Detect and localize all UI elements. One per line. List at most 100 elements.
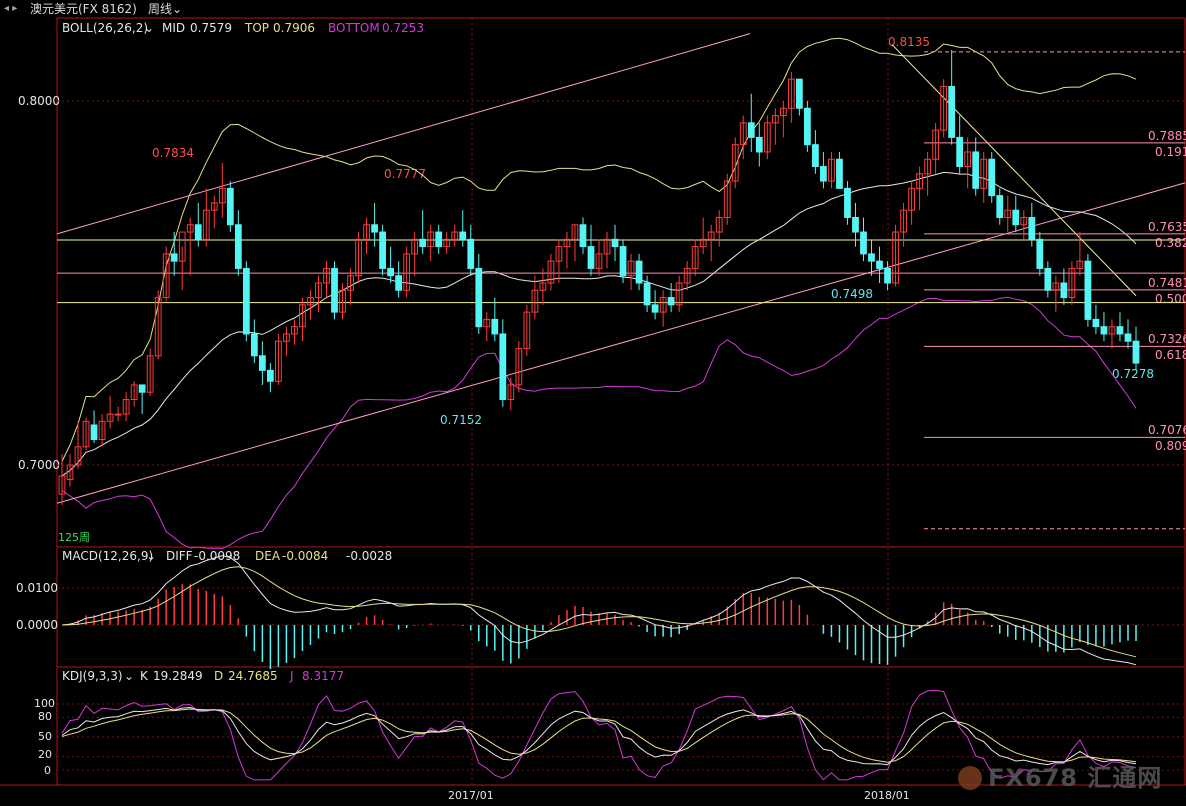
boll-mid-label: MID <box>162 21 185 35</box>
period-count-label: 125周 <box>58 531 90 544</box>
boll-bottom-value: 0.7253 <box>382 21 424 35</box>
macd-chevron-icon[interactable]: ⌄ <box>146 549 156 563</box>
candle-body <box>1004 209 1012 218</box>
candle-body <box>1052 282 1060 291</box>
candle-body <box>924 158 931 175</box>
candle-body <box>531 289 539 313</box>
candle-body <box>299 304 306 328</box>
boll-top-line <box>61 37 1137 462</box>
boll-legend-name[interactable]: BOLL(26,26,2) <box>62 21 148 35</box>
candle-body <box>996 195 1004 218</box>
kdj-k-label: K <box>140 669 149 683</box>
candle-body <box>379 231 386 269</box>
low-label: 0.7278 <box>1112 367 1154 381</box>
brand-watermark: FX678 汇通网 <box>958 758 1162 793</box>
candle-body <box>1036 238 1044 269</box>
candle-body <box>900 209 907 233</box>
candle-body <box>419 238 427 248</box>
candle-body <box>315 282 322 299</box>
kdj-legend-name[interactable]: KDJ(9,3,3) <box>62 669 123 683</box>
trend-upper-line <box>56 33 751 235</box>
candle-body <box>804 107 811 146</box>
candle-body <box>731 144 739 182</box>
candle-body <box>876 260 883 269</box>
candle-body <box>178 231 186 262</box>
candle-body <box>828 158 835 182</box>
candle-body <box>635 260 643 284</box>
candle-body <box>747 122 755 138</box>
candle-body <box>884 267 891 284</box>
candle-body <box>964 151 972 168</box>
main-panel-frame <box>56 17 1186 548</box>
candle-body <box>1028 216 1036 240</box>
candle-body <box>283 333 290 342</box>
boll-chevron-icon[interactable]: ⌄ <box>144 21 154 35</box>
macd-dea-line <box>61 566 1137 658</box>
candle-body <box>467 238 475 269</box>
fib-price-label: 0.7481 <box>1148 276 1186 290</box>
instrument-title: 澳元美元(FX 8162) <box>30 2 137 16</box>
candle-body <box>1092 318 1100 328</box>
candle-body <box>242 267 250 335</box>
candle-body <box>363 224 370 240</box>
fib-ratio-label: 0.500 <box>1155 292 1186 306</box>
candle-body <box>932 129 940 160</box>
candle-body <box>763 122 771 153</box>
candle-body <box>563 238 571 248</box>
candle-body <box>539 282 547 291</box>
boll-top-value: 0.7906 <box>273 21 315 35</box>
candle-body <box>403 253 411 291</box>
menu-arrow-icon[interactable]: ◂ ▸ <box>4 3 18 14</box>
macd-diff-line <box>61 555 1137 666</box>
candle-body <box>1068 267 1076 299</box>
candle-body <box>411 238 419 255</box>
candle-body <box>291 326 298 335</box>
macd-legend-name[interactable]: MACD(12,26,9) <box>62 549 153 563</box>
boll-top-label: TOP <box>244 21 269 35</box>
candle-body <box>218 187 226 204</box>
candle-body <box>130 384 138 400</box>
candle-body <box>74 446 82 466</box>
candle-body <box>916 173 923 189</box>
candle-body <box>868 253 875 262</box>
candle-body <box>1124 333 1132 342</box>
candle-body <box>651 304 659 313</box>
candle-body <box>627 260 635 277</box>
candle-body <box>347 275 354 291</box>
macd-panel-frame <box>56 546 1186 668</box>
candle-body <box>691 246 699 269</box>
candle-body <box>715 216 723 233</box>
candle-body <box>491 318 499 335</box>
candle-body <box>603 238 611 255</box>
fib-price-label: 0.7326 <box>1148 332 1186 346</box>
fib-price-label: 0.7076 <box>1148 423 1186 437</box>
fib-price-label: 0.7885 <box>1148 129 1186 143</box>
candle-body <box>1084 260 1092 320</box>
macd-dea-value: -0.0084 <box>282 549 328 563</box>
candle-body <box>507 384 515 400</box>
candle-body <box>940 85 948 131</box>
low-label: 0.7152 <box>440 413 482 427</box>
grid-layer <box>57 18 1185 785</box>
x-tick-label: 2017/01 <box>448 789 494 802</box>
candle-body <box>323 267 330 284</box>
candle-body <box>836 158 843 189</box>
high-label: 0.8135 <box>888 35 930 49</box>
candles-layer <box>58 50 1140 506</box>
candle-body <box>451 231 459 240</box>
candle-body <box>988 158 996 197</box>
candle-body <box>787 78 795 109</box>
candle-body <box>459 231 467 240</box>
candle-body <box>202 209 210 240</box>
candle-body <box>98 420 106 441</box>
kdj-j-value: 8.3177 <box>302 669 344 683</box>
fib-ratio-label: 0.809 <box>1155 439 1186 453</box>
candle-body <box>908 187 915 211</box>
period-selector[interactable]: 周线⌄ <box>148 0 182 18</box>
candle-body <box>395 275 403 291</box>
kdj-chevron-icon[interactable]: ⌄ <box>124 669 134 683</box>
candle-body <box>659 297 667 313</box>
candle-body <box>844 187 851 218</box>
macd-layer <box>61 555 1137 670</box>
